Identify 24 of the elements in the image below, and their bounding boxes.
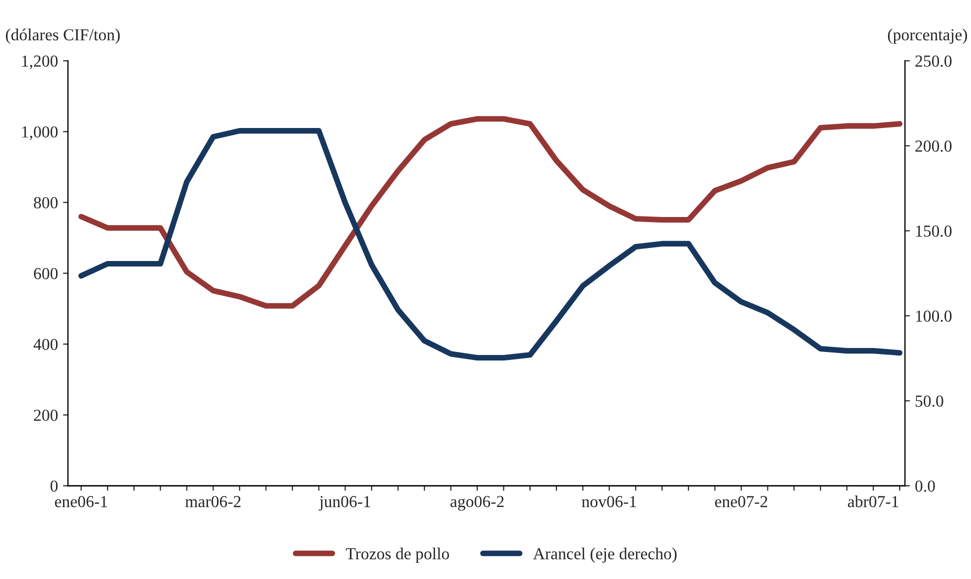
x-tick-label: abr07-1 [848,496,898,508]
x-tick-label: mar06-2 [185,496,241,508]
y-tick-label: 400 [34,338,58,350]
y2-tick-label: 150.0 [916,225,952,237]
y2-tick-label: 250.0 [915,55,952,67]
y2-tick-label: 0.0 [915,480,935,492]
y2-tick-label: 50.0 [916,395,944,407]
x-tick-label: ago06-2 [450,496,504,511]
y-tick-label: 200 [34,410,58,421]
y-tick-label: 1,200 [22,55,58,70]
y2-tick-label: 200.0 [915,140,952,152]
y2-tick-label: 100.0 [916,310,952,322]
y-axis-title: (dólares CIF/ton) [6,28,120,44]
y-tick-label: 600 [34,268,58,280]
y2-axis-title: (porcentaje) [888,28,968,44]
x-tick-label: nov06-1 [582,496,636,508]
y-tick-label: 800 [34,197,58,208]
x-tick-label: jun06-1 [318,496,370,511]
y-tick-label: 0 [50,480,58,492]
legend-label: Trozos de pollo [346,548,450,563]
y-tick-label: 1,000 [22,126,58,140]
legend-label: Arancel (eje derecho) [533,548,677,563]
x-tick-label: ene06-1 [54,496,108,508]
x-tick-label: ene07-2 [715,496,768,508]
